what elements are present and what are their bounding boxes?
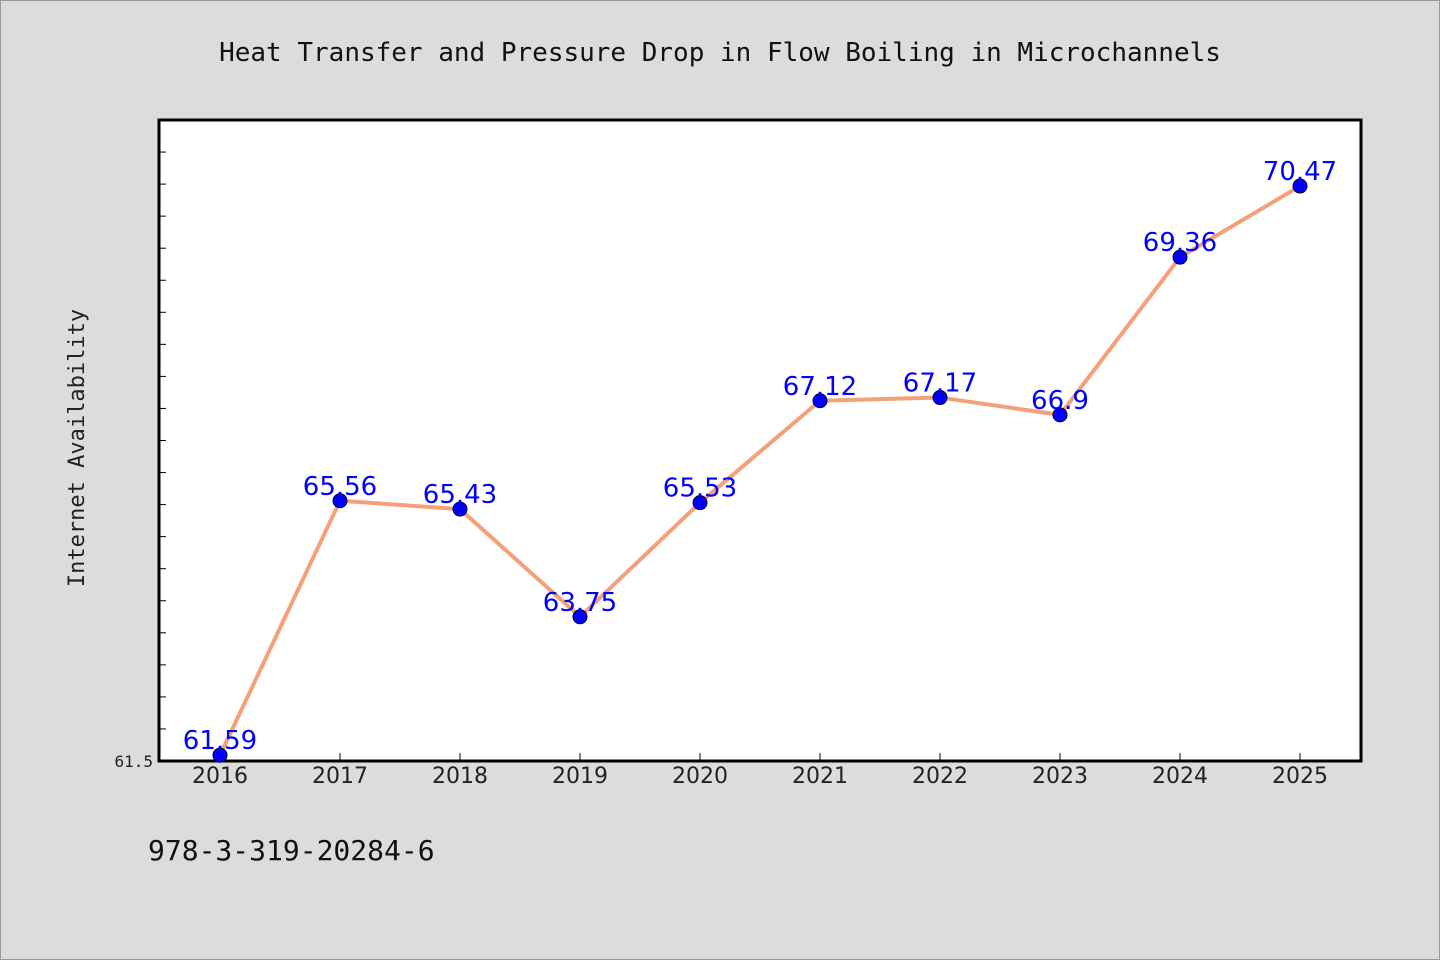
x-tick-label: 2017 [312,764,368,789]
data-point [1172,249,1188,265]
data-label: 69.36 [1143,228,1217,258]
data-point [812,393,828,409]
data-label: 70.47 [1263,157,1337,187]
data-label: 61.59 [183,726,257,756]
data-label: 67.12 [783,372,857,402]
data-point [692,495,708,511]
x-tick-label: 2024 [1152,764,1208,789]
data-label: 66.9 [1031,386,1089,416]
x-tick-label: 2022 [912,764,968,789]
chart-title: Heat Transfer and Pressure Drop in Flow … [219,38,1221,68]
data-point [332,493,348,509]
data-label: 65.56 [303,472,377,502]
x-tick-label: 2019 [552,764,608,789]
x-tick-label: 2021 [792,764,848,789]
data-label: 65.53 [663,474,737,504]
data-point [1292,178,1308,194]
plot-area [157,118,1363,763]
x-tick-label: 2018 [432,764,488,789]
x-tick-label: 2023 [1032,764,1088,789]
isbn-footer: 978-3-319-20284-6 [148,834,435,867]
data-label: 67.17 [903,369,977,399]
data-point [932,390,948,406]
data-label: 63.75 [543,588,617,618]
series-line [218,184,1302,758]
data-point [452,501,468,517]
data-point [212,747,228,763]
x-tick-label: 2016 [192,764,248,789]
x-tick-label: 2020 [672,764,728,789]
y-tick-label: 61.5 [114,752,153,771]
data-label: 65.43 [423,480,497,510]
x-tick-label: 2025 [1272,764,1328,789]
y-axis-label: Internet Availability [65,309,90,587]
x-axis-ticks: 2016 2017 2018 2019 2020 2021 2022 2023 2024 2025 [192,753,1328,789]
data-point [1052,407,1068,423]
data-point [572,609,588,625]
y-axis-ticks: 61.5 [114,151,166,771]
series-group: 61.59 65.56 65.43 63.75 65.53 67.12 67.17 66.9 6… [183,157,1337,763]
